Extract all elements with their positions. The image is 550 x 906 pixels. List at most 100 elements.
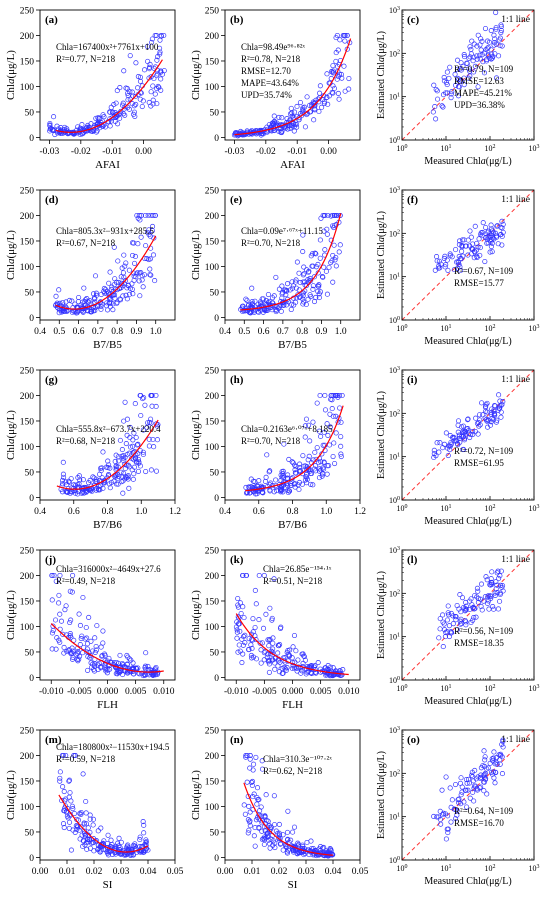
data-point bbox=[294, 124, 300, 130]
y-tick-label: 200 bbox=[205, 392, 220, 402]
data-point bbox=[114, 659, 120, 666]
y-tick-label: 100 bbox=[389, 316, 400, 325]
data-point bbox=[270, 657, 276, 663]
data-point bbox=[323, 268, 329, 274]
x-tick-label: 102 bbox=[485, 144, 496, 153]
data-point bbox=[79, 633, 85, 639]
data-point bbox=[440, 612, 446, 618]
data-point bbox=[288, 125, 295, 131]
data-point bbox=[276, 643, 282, 649]
data-point bbox=[495, 568, 501, 574]
data-point bbox=[118, 280, 124, 286]
fit-curve bbox=[245, 405, 344, 492]
x-tick-label: 0.6 bbox=[253, 507, 265, 517]
data-point bbox=[98, 482, 104, 488]
data-point bbox=[92, 663, 98, 669]
data-point bbox=[445, 267, 451, 273]
annotation: RMSE=12.70 bbox=[241, 66, 291, 76]
data-point bbox=[318, 433, 324, 439]
data-point bbox=[149, 39, 155, 45]
data-point bbox=[267, 845, 273, 851]
x-axis-label: FLH bbox=[282, 699, 303, 711]
data-point bbox=[331, 224, 337, 231]
data-point bbox=[460, 434, 467, 440]
data-point bbox=[250, 794, 256, 800]
y-tick-label: 103 bbox=[389, 6, 400, 15]
data-point bbox=[90, 822, 96, 828]
data-point bbox=[458, 792, 464, 798]
data-point bbox=[490, 604, 496, 610]
y-tick-label: 100 bbox=[20, 443, 35, 453]
data-point bbox=[336, 71, 343, 77]
data-point bbox=[148, 212, 154, 219]
data-point bbox=[158, 76, 164, 82]
data-point bbox=[136, 278, 142, 284]
plot-frame bbox=[39, 369, 176, 501]
data-point bbox=[478, 36, 484, 42]
data-point bbox=[262, 813, 268, 819]
data-point bbox=[482, 757, 488, 763]
plot-frame bbox=[39, 729, 176, 861]
data-point bbox=[284, 664, 290, 671]
x-tick-label: 0.6 bbox=[258, 327, 270, 337]
data-point bbox=[436, 258, 442, 264]
data-point bbox=[113, 452, 119, 458]
data-point bbox=[454, 812, 460, 818]
data-point bbox=[128, 852, 134, 858]
data-point bbox=[69, 298, 75, 304]
chart-panel-g: 0.4 0.6 0.8 1.0 1.2 0 50 100 150 200 250 B7/B6 Chla(… bbox=[5, 367, 181, 532]
data-point bbox=[326, 264, 332, 270]
data-point bbox=[321, 429, 327, 435]
y-tick-label: 250 bbox=[20, 367, 35, 377]
data-point bbox=[143, 842, 149, 849]
data-point bbox=[53, 646, 59, 652]
data-point bbox=[482, 258, 488, 265]
y-tick-label: 103 bbox=[389, 366, 400, 375]
data-point bbox=[464, 780, 470, 786]
data-point bbox=[74, 657, 80, 663]
data-point bbox=[57, 572, 63, 579]
data-point bbox=[267, 657, 273, 663]
data-point bbox=[319, 473, 325, 479]
data-point bbox=[258, 647, 264, 653]
y-tick-label: 50 bbox=[25, 648, 35, 658]
data-point bbox=[148, 89, 154, 95]
data-point bbox=[461, 54, 468, 60]
data-point bbox=[130, 291, 136, 297]
data-point bbox=[443, 629, 449, 636]
data-point bbox=[310, 482, 316, 488]
data-point bbox=[80, 594, 86, 601]
x-axis-label: AFAI bbox=[95, 159, 120, 171]
data-point bbox=[283, 667, 289, 673]
panel-label: (o) bbox=[407, 734, 420, 746]
data-point bbox=[454, 602, 460, 609]
data-point bbox=[340, 667, 346, 673]
data-point bbox=[310, 419, 316, 425]
data-point bbox=[107, 109, 113, 115]
one-to-one-line bbox=[402, 550, 534, 680]
annotation: UPD=35.74% bbox=[241, 90, 292, 100]
y-tick-label: 50 bbox=[210, 828, 220, 838]
data-point bbox=[457, 621, 464, 627]
data-point bbox=[316, 291, 322, 297]
data-point bbox=[278, 489, 284, 495]
x-axis-label: Measured Chla(μg/L) bbox=[424, 876, 511, 887]
annotation: R²=0.67, N=218 bbox=[56, 238, 116, 248]
data-point bbox=[289, 301, 295, 307]
data-point bbox=[74, 310, 80, 316]
data-point bbox=[114, 88, 120, 94]
data-point bbox=[500, 737, 506, 743]
y-tick-label: 100 bbox=[20, 83, 35, 93]
data-point bbox=[244, 779, 250, 785]
data-point bbox=[247, 809, 253, 815]
x-tick-label: 0.8 bbox=[296, 327, 308, 337]
data-point bbox=[126, 106, 133, 112]
data-point bbox=[498, 27, 505, 34]
data-point bbox=[468, 46, 474, 52]
data-point bbox=[288, 306, 294, 313]
data-point bbox=[485, 600, 491, 606]
data-point bbox=[339, 392, 345, 399]
data-point bbox=[297, 461, 303, 467]
